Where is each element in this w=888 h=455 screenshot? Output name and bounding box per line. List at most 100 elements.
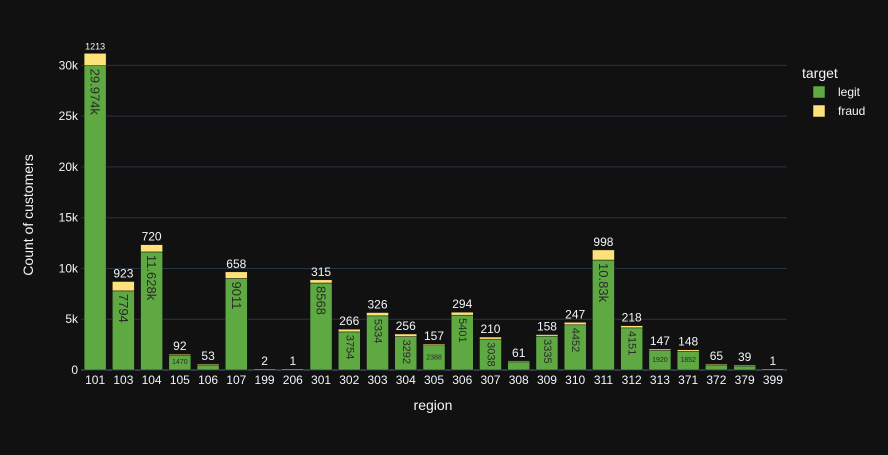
data-label-legit-313: 1920 [652, 357, 668, 364]
data-label-fraud-399: 1 [770, 354, 777, 368]
bar-legit-308[interactable] [508, 362, 530, 370]
data-label-legit-101: 29.974k [88, 69, 103, 116]
data-label-legit-107: 9011 [229, 282, 244, 310]
bar-fraud-307[interactable] [479, 337, 501, 339]
bar-fraud-371[interactable] [677, 350, 699, 352]
bar-fraud-103[interactable] [112, 281, 134, 290]
x-tick-label: 304 [396, 373, 416, 387]
bar-legit-106[interactable] [197, 365, 219, 370]
bar-fraud-313[interactable] [649, 349, 671, 350]
y-tick-label: 0 [71, 363, 78, 377]
bar-fraud-309[interactable] [536, 335, 558, 337]
bar-fraud-106[interactable] [197, 364, 219, 365]
bar-legit-379[interactable] [734, 366, 756, 370]
y-tick-label: 5k [65, 312, 79, 326]
data-label-legit-309: 3335 [541, 339, 553, 363]
bar-fraud-199[interactable] [254, 369, 276, 370]
legend[interactable]: target legit fraud [802, 65, 865, 118]
data-label-legit-105: 1470 [172, 359, 188, 366]
data-label-legit-103: 7794 [116, 294, 131, 323]
data-label-fraud-313: 147 [650, 334, 670, 348]
y-axis-ticks: 0 5k 10k 15k 20k 25k 30k [59, 58, 79, 377]
x-tick-label: 104 [142, 373, 162, 387]
y-tick-label: 25k [59, 109, 79, 123]
x-tick-label: 101 [85, 373, 105, 387]
x-tick-label: 312 [622, 373, 642, 387]
bar-fraud-372[interactable] [705, 364, 727, 365]
y-tick-label: 15k [59, 211, 79, 225]
bar-fraud-399[interactable] [762, 369, 784, 370]
y-tick-label: 10k [59, 261, 79, 275]
data-label-fraud-106: 53 [201, 349, 215, 363]
data-label-legit-302: 3754 [343, 335, 355, 359]
bar-fraud-305[interactable] [423, 344, 445, 346]
x-tick-label: 107 [226, 373, 246, 387]
data-label-fraud-105: 92 [173, 339, 187, 353]
x-tick-label: 371 [678, 373, 698, 387]
x-tick-label: 313 [650, 373, 670, 387]
bar-fraud-101[interactable] [84, 53, 106, 65]
data-label-fraud-310: 247 [565, 307, 585, 321]
bar-fraud-301[interactable] [310, 280, 332, 283]
x-tick-label: 301 [311, 373, 331, 387]
bar-fraud-304[interactable] [395, 334, 417, 337]
x-tick-label: 307 [480, 373, 500, 387]
bar-fraud-310[interactable] [564, 322, 586, 325]
bar-fraud-311[interactable] [592, 250, 614, 260]
data-label-fraud-301: 315 [311, 265, 331, 279]
data-label-fraud-303: 326 [368, 298, 388, 312]
x-tick-label: 305 [424, 373, 444, 387]
legend-label-fraud[interactable]: fraud [838, 104, 865, 118]
gridlines [81, 65, 787, 370]
bar-fraud-107[interactable] [225, 272, 247, 279]
data-label-fraud-312: 218 [622, 311, 642, 325]
bar-fraud-104[interactable] [141, 245, 163, 252]
x-tick-label: 103 [113, 373, 133, 387]
x-tick-label: 372 [706, 373, 726, 387]
data-label-fraud-371: 148 [678, 335, 698, 349]
bar-fraud-303[interactable] [367, 313, 389, 316]
x-tick-label: 310 [565, 373, 585, 387]
data-label-fraud-311: 998 [593, 235, 613, 249]
bar-legit-372[interactable] [705, 365, 727, 370]
x-tick-label: 303 [368, 373, 388, 387]
data-label-legit-307: 3038 [484, 342, 496, 366]
data-label-fraud-104: 720 [142, 230, 162, 244]
bar-fraud-206[interactable] [282, 369, 304, 370]
data-label-legit-306: 5401 [456, 318, 468, 342]
x-tick-label: 106 [198, 373, 218, 387]
legend-swatch-legit[interactable] [813, 86, 825, 98]
y-tick-label: 30k [59, 58, 79, 72]
data-label-fraud-308: 61 [512, 346, 526, 360]
data-label-fraud-304: 256 [396, 319, 416, 333]
legend-items[interactable]: legit fraud [813, 85, 865, 118]
bar-fraud-379[interactable] [734, 365, 756, 366]
data-label-fraud-103: 923 [113, 266, 133, 280]
x-tick-label: 199 [255, 373, 275, 387]
bar-fraud-312[interactable] [621, 326, 643, 328]
data-label-legit-304: 3292 [400, 340, 412, 364]
data-label-fraud-306: 294 [452, 297, 472, 311]
bar-fraud-302[interactable] [338, 329, 360, 332]
data-label-fraud-302: 266 [339, 314, 359, 328]
data-label-legit-310: 4452 [569, 328, 581, 352]
legend-title: target [802, 65, 838, 81]
legend-label-legit[interactable]: legit [838, 85, 861, 99]
data-label-legit-311: 10.83k [596, 263, 611, 303]
data-label-fraud-309: 158 [537, 320, 557, 334]
bar-fraud-105[interactable] [169, 354, 191, 355]
data-label-fraud-307: 210 [480, 322, 500, 336]
data-label-legit-305: 2388 [426, 354, 442, 361]
x-tick-label: 306 [452, 373, 472, 387]
legend-swatch-fraud[interactable] [813, 105, 825, 117]
bar-fraud-306[interactable] [451, 312, 473, 315]
bar-fraud-308[interactable] [508, 361, 530, 362]
x-tick-label: 311 [594, 373, 613, 387]
x-tick-label: 399 [763, 373, 783, 387]
x-axis-ticks: 101 103 104 105 106 107 199 206 301 302 303 304 305 3… [85, 373, 783, 387]
data-label-fraud-107: 658 [226, 257, 246, 271]
data-label-legit-371: 1852 [680, 357, 696, 364]
x-tick-label: 309 [537, 373, 557, 387]
